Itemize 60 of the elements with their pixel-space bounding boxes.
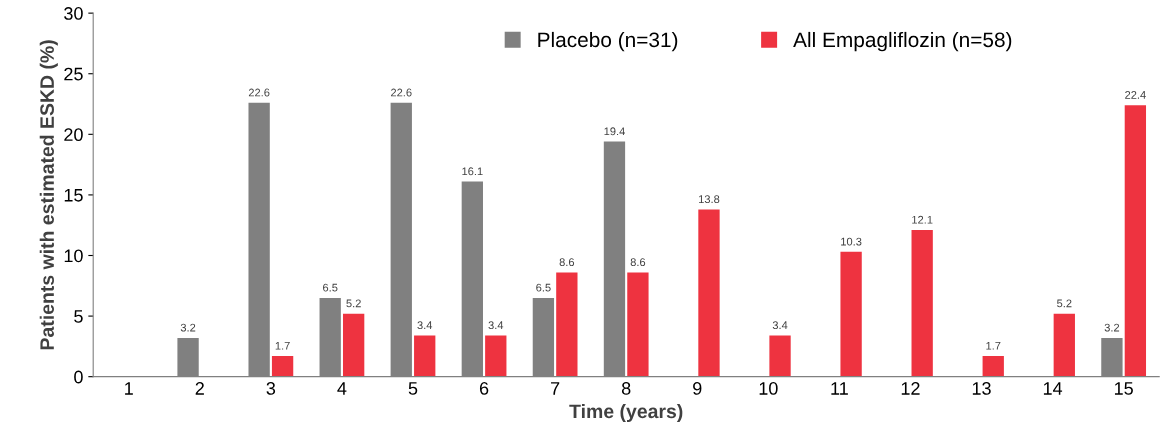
y-tick-label: 15 bbox=[64, 189, 83, 202]
x-tick-label: 10 bbox=[759, 382, 778, 395]
bar bbox=[698, 209, 720, 377]
x-axis-title: Time (years) bbox=[569, 403, 683, 423]
bar bbox=[769, 335, 791, 377]
bar bbox=[1124, 105, 1147, 377]
y-tick-label: 20 bbox=[64, 128, 83, 142]
data-label: 5.2 bbox=[346, 299, 361, 308]
data-label: 3.4 bbox=[417, 321, 433, 330]
legend-label: All Empagliflozin (n=58) bbox=[793, 31, 1012, 52]
y-axis-title: Patients with estimated ESKD (%) bbox=[39, 40, 58, 350]
x-tick-label: 2 bbox=[195, 382, 204, 395]
y-tick-label: 25 bbox=[64, 67, 83, 81]
y-tick-label: 0 bbox=[74, 370, 83, 384]
data-label: 22.4 bbox=[1125, 91, 1146, 99]
x-tick-label: 13 bbox=[972, 382, 991, 395]
bar bbox=[840, 251, 862, 377]
x-tick-label: 11 bbox=[831, 382, 848, 395]
legend-label: Placebo (n=31) bbox=[538, 31, 678, 52]
y-tick-label: 30 bbox=[64, 7, 83, 20]
data-label: 12.1 bbox=[912, 215, 933, 224]
bar bbox=[982, 356, 1004, 377]
y-tick-label: 10 bbox=[64, 249, 83, 263]
x-tick-label: 4 bbox=[337, 382, 347, 395]
data-label: 1.7 bbox=[986, 341, 1001, 350]
data-label: 6.5 bbox=[323, 283, 338, 292]
data-label: 3.2 bbox=[180, 323, 196, 332]
y-tick-label: 5 bbox=[74, 310, 83, 323]
bar bbox=[342, 313, 365, 377]
data-label: 5.2 bbox=[1057, 299, 1072, 308]
bar bbox=[414, 335, 436, 377]
data-label: 1.7 bbox=[275, 341, 290, 350]
bar bbox=[1053, 313, 1075, 377]
data-label: 8.6 bbox=[630, 258, 646, 267]
data-label: 8.6 bbox=[559, 258, 575, 267]
bar bbox=[911, 230, 933, 377]
x-tick-label: 12 bbox=[901, 382, 920, 395]
x-tick-label: 9 bbox=[693, 382, 702, 395]
data-label: 3.4 bbox=[772, 321, 788, 330]
x-tick-label: 15 bbox=[1114, 382, 1133, 395]
data-label: 22.6 bbox=[391, 88, 412, 97]
x-tick-label: 6 bbox=[479, 382, 489, 395]
x-tick-label: 14 bbox=[1043, 382, 1063, 395]
x-tick-label: 7 bbox=[551, 382, 560, 395]
x-tick-label: 1 bbox=[125, 382, 133, 395]
x-tick-label: 8 bbox=[621, 382, 631, 395]
data-label: 3.2 bbox=[1104, 323, 1120, 332]
bar bbox=[485, 335, 507, 377]
data-label: 13.8 bbox=[699, 195, 720, 204]
data-label: 10.3 bbox=[841, 237, 862, 246]
x-tick-label: 5 bbox=[408, 382, 418, 395]
data-label: 19.4 bbox=[604, 127, 625, 136]
x-tick-label: 3 bbox=[266, 382, 276, 395]
data-label: 3.4 bbox=[488, 321, 504, 330]
data-label: 6.5 bbox=[536, 283, 551, 292]
data-label: 16.1 bbox=[462, 167, 483, 176]
bar bbox=[627, 272, 649, 377]
bar bbox=[556, 272, 578, 377]
bar bbox=[271, 356, 294, 377]
data-label: 22.6 bbox=[248, 88, 270, 97]
